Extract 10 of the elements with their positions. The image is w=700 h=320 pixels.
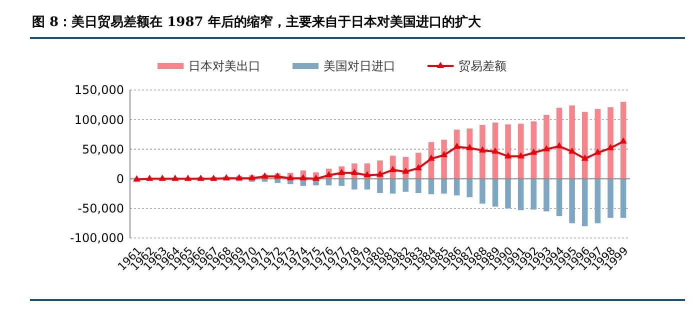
chart-title: 图 8：美日贸易差额在 1987 年后的缩窄，主要来自于日本对美国进口的扩大 — [32, 14, 482, 30]
y-tick-label: 0 — [116, 172, 124, 186]
y-tick-label: -100,000 — [70, 231, 124, 246]
legend-label: 日本对美出口 — [188, 59, 260, 74]
legend-label: 贸易差额 — [458, 59, 506, 74]
legend-label: 美国对日进口 — [324, 59, 396, 74]
y-tick-label: 50,000 — [82, 142, 124, 156]
y-tick-label: 150,000 — [74, 83, 124, 98]
y-tick-label: 100,000 — [74, 112, 124, 127]
y-tick-label: -50,000 — [78, 202, 124, 216]
